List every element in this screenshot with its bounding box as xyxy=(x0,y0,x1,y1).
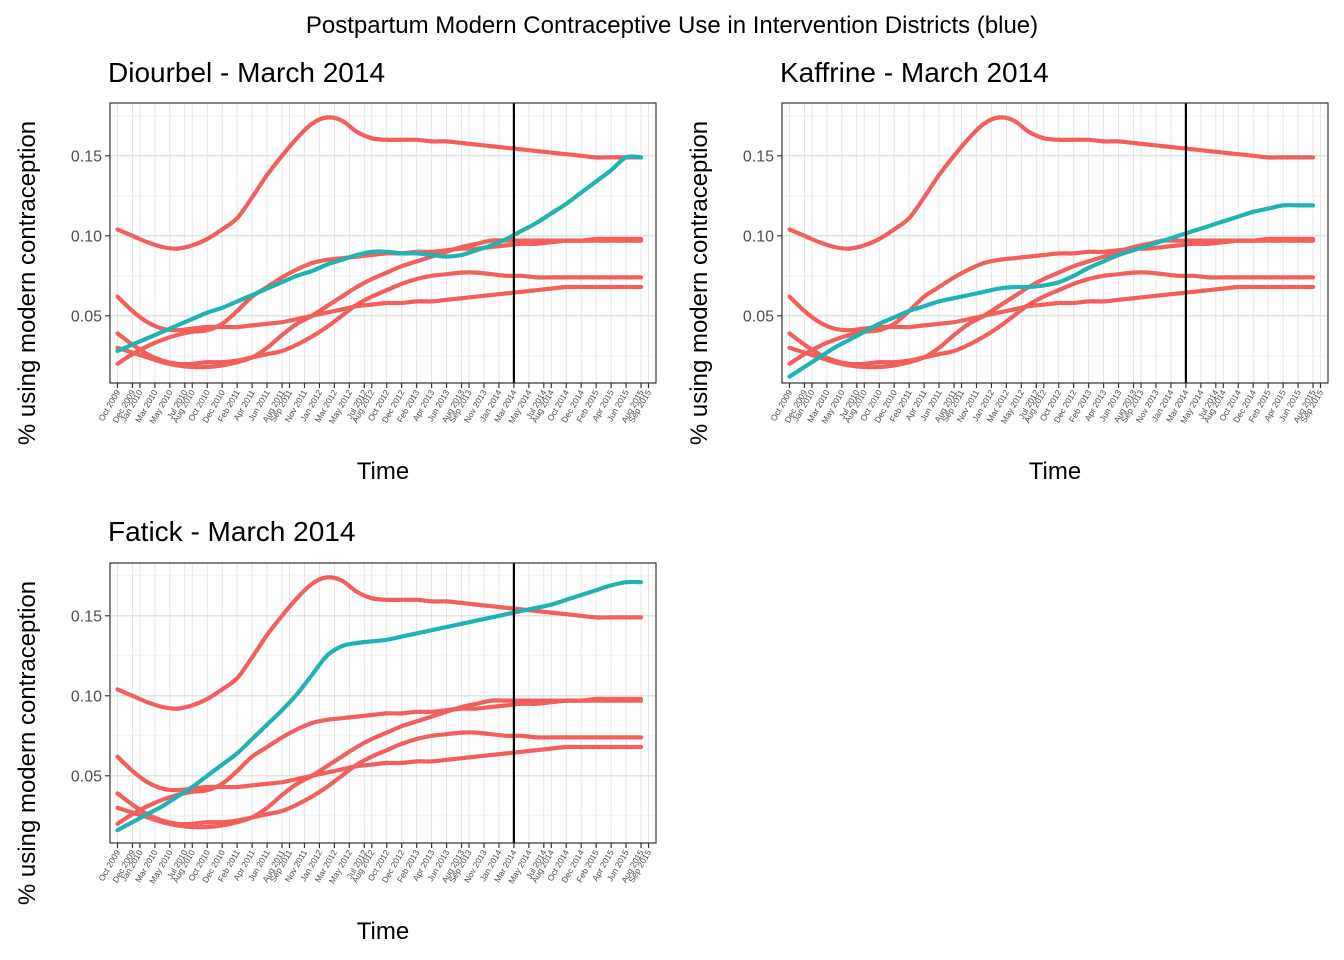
panel-title: Kaffrine - March 2014 xyxy=(780,57,1049,88)
y-axis-title: % using modern contraception xyxy=(686,121,713,445)
panel-title: Diourbel - March 2014 xyxy=(108,57,385,88)
comparison-series-line xyxy=(115,115,644,251)
y-tick-label: 0.05 xyxy=(743,308,774,325)
intervention-series-line xyxy=(115,579,644,833)
panel-border xyxy=(781,102,1329,384)
y-axis-title: % using modern contraception xyxy=(14,121,41,445)
panel-kaffrine: Kaffrine - March 2014 0.05 0.10 0.15 Oct 200… xyxy=(686,57,1329,485)
panel-border xyxy=(109,102,657,384)
intervention-series-line xyxy=(787,203,1316,379)
y-tick-label: 0.15 xyxy=(71,148,102,165)
y-tick-label: 0.05 xyxy=(71,308,102,325)
y-axis: 0.05 0.10 0.15 xyxy=(71,148,110,325)
series-lines xyxy=(787,115,1316,379)
y-axis: 0.05 0.10 0.15 xyxy=(743,148,782,325)
panel-border xyxy=(109,562,657,844)
y-tick-label: 0.15 xyxy=(71,608,102,625)
comparison-series-line xyxy=(115,284,644,333)
comparison-series-line xyxy=(115,698,644,830)
panels: Diourbel - March 2014 0.05 0.10 0.15 Oct 200… xyxy=(14,57,1329,945)
y-axis-title: % using modern contraception xyxy=(14,581,41,905)
y-gridlines xyxy=(782,115,1328,357)
comparison-series-line xyxy=(115,238,644,370)
series-lines xyxy=(115,575,644,833)
x-axis-title: Time xyxy=(357,918,409,945)
comparison-series-line xyxy=(115,270,644,367)
comparison-series-line xyxy=(115,575,644,711)
y-axis: 0.05 0.10 0.15 xyxy=(71,608,110,785)
intervention-series-line xyxy=(115,154,644,354)
x-axis-title: Time xyxy=(357,458,409,485)
y-tick-label: 0.10 xyxy=(743,228,774,245)
panel-fatick: Fatick - March 2014 0.05 0.10 0.15 Oct 2009D… xyxy=(14,516,657,945)
series-lines xyxy=(115,115,644,370)
panel-diourbel: Diourbel - March 2014 0.05 0.10 0.15 Oct 200… xyxy=(14,57,657,485)
comparison-series-line xyxy=(787,238,1316,370)
comparison-series-line xyxy=(115,730,644,827)
x-gridlines xyxy=(117,103,649,383)
x-axis-title: Time xyxy=(1029,458,1081,485)
comparison-series-line xyxy=(115,744,644,793)
figure-title: Postpartum Modern Contraceptive Use in I… xyxy=(306,12,1038,39)
comparison-series-line xyxy=(787,284,1316,333)
comparison-series-line xyxy=(787,270,1316,367)
x-gridlines xyxy=(117,563,649,843)
comparison-series-line xyxy=(787,115,1316,251)
panel-title: Fatick - March 2014 xyxy=(108,516,355,547)
y-tick-label: 0.10 xyxy=(71,228,102,245)
y-tick-label: 0.10 xyxy=(71,688,102,705)
y-tick-label: 0.15 xyxy=(743,148,774,165)
y-tick-label: 0.05 xyxy=(71,768,102,785)
